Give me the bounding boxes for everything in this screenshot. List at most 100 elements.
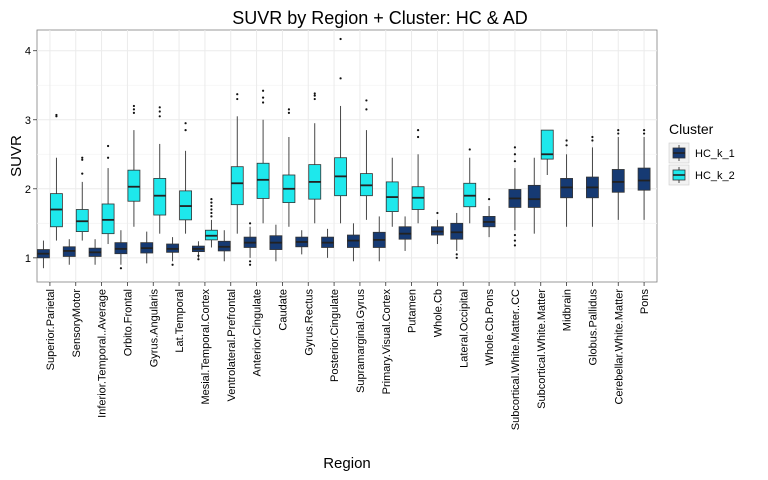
outlier-point: [210, 198, 213, 201]
x-tick-label: Midbrain: [562, 289, 574, 331]
box-hc-k-1: [321, 228, 334, 258]
box-hc-k-1: [295, 230, 309, 255]
outlier-point: [617, 132, 620, 135]
outlier-point: [197, 258, 200, 261]
box-hc-k-2: [256, 89, 270, 224]
box-hc-k-1: [637, 129, 651, 220]
outlier-point: [339, 37, 342, 41]
outlier-point: [455, 256, 458, 259]
box-iqr: [256, 162, 270, 199]
x-axis-title: Region: [323, 455, 371, 472]
x-tick-label: SensoryMotor: [71, 289, 83, 358]
outlier-point: [261, 96, 265, 99]
box-hc-k-2: [463, 148, 477, 224]
box-hc-k-2: [50, 113, 63, 241]
outlier-point: [132, 111, 136, 114]
legend-title: Cluster: [669, 121, 714, 137]
box-iqr: [127, 169, 141, 202]
box-hc-k-2: [179, 122, 192, 234]
x-tick-label: Gyrus.Angularis: [148, 289, 160, 368]
x-tick-label: Lateral.Occipital: [458, 289, 470, 368]
box-hc-k-1: [347, 223, 360, 262]
outlier-point: [210, 201, 213, 204]
outlier-point: [158, 110, 161, 113]
box-hc-k-1: [398, 216, 412, 251]
box-hc-k-2: [360, 99, 373, 220]
x-tick-label: Cerebellar.White.Matter: [613, 289, 625, 405]
box-hc-k-1: [140, 231, 154, 264]
box-hc-k-1: [611, 129, 625, 220]
outlier-point: [248, 263, 252, 266]
box-iqr: [527, 184, 541, 208]
outlier-point: [287, 108, 291, 111]
box-hc-k-1: [482, 198, 496, 238]
x-tick-label: Mesial.Temporal.Cortex: [200, 289, 212, 405]
outlier-point: [132, 108, 136, 111]
box-iqr: [611, 169, 625, 193]
box-hc-k-2: [308, 92, 322, 224]
box-hc-k-1: [114, 230, 128, 270]
outlier-point: [565, 139, 568, 142]
outlier-point: [339, 77, 342, 80]
outlier-point: [513, 244, 517, 247]
box-hc-k-2: [282, 108, 296, 227]
box-hc-k-1: [243, 222, 257, 266]
outlier-point: [565, 144, 568, 147]
y-tick-label: 4: [25, 46, 31, 58]
x-tick-label: Gyrus.Rectus: [303, 289, 315, 356]
x-tick-label: Globus.Pallidus: [587, 289, 599, 366]
outlier-point: [171, 263, 174, 266]
x-tick-label: Superior.Parietal: [45, 289, 57, 370]
outlier-point: [184, 122, 187, 125]
outlier-point: [106, 156, 110, 159]
x-tick-label: Subcortical.White.Matter: [536, 289, 548, 409]
outlier-point: [487, 198, 491, 201]
box-hc-k-1: [508, 146, 522, 247]
outlier-point: [106, 144, 110, 148]
box-hc-k-1: [192, 241, 205, 261]
box-hc-k-1: [450, 212, 464, 259]
box-hc-k-1: [37, 240, 50, 269]
x-tick-label: Primary.Visual.Cortex: [381, 289, 393, 395]
outlier-point: [210, 208, 213, 211]
outlier-point: [313, 92, 316, 95]
x-tick-label: Whole.Cb: [432, 289, 444, 337]
outlier-point: [365, 108, 368, 111]
y-axis-title: SUVR: [8, 135, 25, 177]
x-tick-label: Ventrolateral.Prefrontal: [226, 289, 238, 402]
chart-title: SUVR by Region + Cluster: HC & AD: [232, 8, 528, 28]
outlier-point: [248, 222, 252, 225]
box-hc-k-1: [586, 135, 599, 227]
outlier-point: [591, 135, 594, 139]
x-tick-label: Orbito.Frontal: [122, 289, 134, 356]
x-tick-label: Whole.Cb.Pons: [484, 289, 496, 366]
outlier-point: [132, 104, 136, 108]
outlier-point: [210, 211, 213, 215]
outlier-point: [287, 111, 291, 114]
box-iqr: [450, 222, 464, 240]
legend: Cluster HC_k_1 HC_k_2: [668, 121, 735, 186]
box-hc-k-2: [540, 129, 554, 175]
outlier-point: [468, 148, 471, 151]
outlier-point: [55, 113, 58, 117]
outlier-point: [513, 146, 517, 149]
outlier-point: [642, 129, 646, 132]
outlier-point: [119, 267, 123, 270]
box-hc-k-1: [166, 237, 179, 266]
outlier-point: [455, 253, 458, 256]
box-hc-k-1: [560, 139, 573, 227]
x-tick-label: Posterior.Cingulate: [329, 289, 341, 382]
outlier-point: [591, 139, 594, 142]
x-axis: Superior.Parietal SensoryMotor Inferior.Te…: [45, 282, 651, 430]
outlier-point: [248, 260, 252, 263]
outlier-point: [313, 94, 316, 97]
box-hc-k-1: [527, 157, 541, 234]
legend-label: HC_k_2: [695, 170, 735, 182]
box-iqr: [540, 129, 554, 160]
box-hc-k-2: [205, 198, 218, 248]
box-hc-k-1: [372, 216, 386, 262]
outlier-point: [81, 158, 84, 161]
box-hc-k-1: [269, 224, 283, 262]
outlier-point: [210, 215, 213, 218]
